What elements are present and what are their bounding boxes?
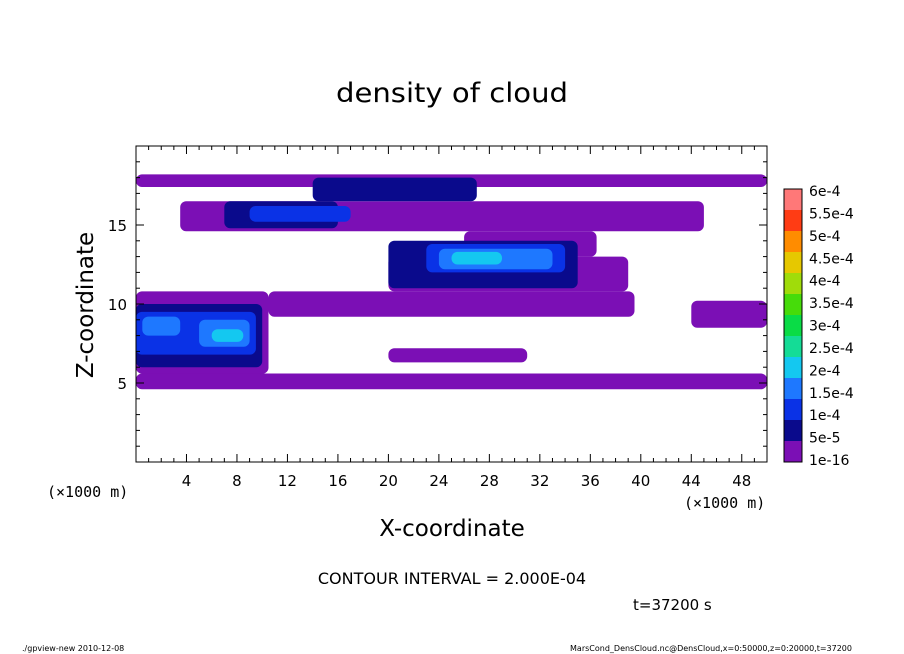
x-tick-label: 20 [379, 472, 398, 490]
colorbar-label: 3.5e-4 [809, 296, 854, 312]
x-tick-label: 40 [631, 472, 650, 490]
colorbar-label: 6e-4 [809, 184, 841, 200]
colorbar-label: 5.5e-4 [809, 206, 854, 222]
x-tick-label: 4 [182, 472, 192, 490]
y-tick-label: 5 [117, 375, 127, 393]
x-tick-label: 16 [328, 472, 347, 490]
x-tick-label: 36 [581, 472, 600, 490]
y-axis-label: Z-coordinate [73, 232, 99, 378]
x-tick-label: 8 [232, 472, 242, 490]
density-region-14 [249, 206, 351, 222]
chart-title: density of cloud [336, 78, 568, 109]
x-tick-label: 48 [732, 472, 751, 490]
x-unit-right: (×1000 m) [684, 494, 765, 512]
x-tick-label: 32 [530, 472, 549, 490]
colorbar-swatch [784, 294, 802, 315]
colorbar-swatch [784, 273, 802, 294]
colorbar-swatch [784, 399, 802, 420]
contour-interval: CONTOUR INTERVAL = 2.000E-04 [318, 569, 586, 588]
x-tick-label: 28 [480, 472, 499, 490]
plot-area [136, 174, 767, 390]
colorbar-label: 2e-4 [809, 363, 841, 379]
density-region-16 [142, 316, 181, 336]
colorbar-label: 2.5e-4 [809, 341, 854, 357]
colorbar-swatch [784, 252, 802, 273]
colorbar-label: 5e-5 [809, 431, 840, 447]
y-tick-label: 10 [108, 296, 127, 314]
colorbar-swatch [784, 420, 802, 441]
colorbar-swatch [784, 357, 802, 378]
colorbar-swatch [784, 210, 802, 231]
colorbar-label: 1.5e-4 [809, 386, 854, 402]
colorbar-label: 3e-4 [809, 319, 841, 335]
density-region-20 [451, 251, 502, 265]
colorbar-label: 5e-4 [809, 229, 841, 245]
colorbar: 1e-16 5e-5 1e-4 1.5e-4 2e-4 2.5e-4 3e-4 3.5e-4 4… [783, 184, 854, 469]
footer-left: ./gpview-new 2010-12-08 [22, 644, 124, 653]
x-tick-label: 12 [278, 472, 297, 490]
colorbar-swatch [784, 378, 802, 399]
density-region-19 [211, 329, 244, 342]
density-region-8 [388, 348, 528, 363]
colorbar-label: 1e-4 [809, 408, 841, 424]
colorbar-swatch [784, 231, 802, 252]
colorbar-label: 4e-4 [809, 274, 841, 290]
x-tick-label: 24 [429, 472, 448, 490]
colorbar-frame [783, 188, 803, 463]
x-axis-label: X-coordinate [379, 516, 525, 542]
colorbar-swatch [784, 315, 802, 336]
footer-right: MarsCond_DensCloud.nc@DensCloud,x=0:5000… [570, 644, 852, 653]
density-region-2 [268, 291, 635, 317]
colorbar-swatch [784, 441, 802, 462]
x-tick-label: 44 [682, 472, 701, 490]
density-region-7 [691, 300, 767, 328]
y-tick-label: 15 [108, 217, 127, 235]
density-region-11 [312, 177, 477, 202]
colorbar-swatch [784, 336, 802, 357]
colorbar-label: 4.5e-4 [809, 251, 854, 267]
time-label: t=37200 s [633, 596, 712, 614]
colorbar-swatch [784, 189, 802, 210]
x-unit-left: (×1000 m) [47, 483, 128, 501]
colorbar-label: 1e-16 [809, 453, 849, 469]
density-region-0 [136, 373, 767, 390]
